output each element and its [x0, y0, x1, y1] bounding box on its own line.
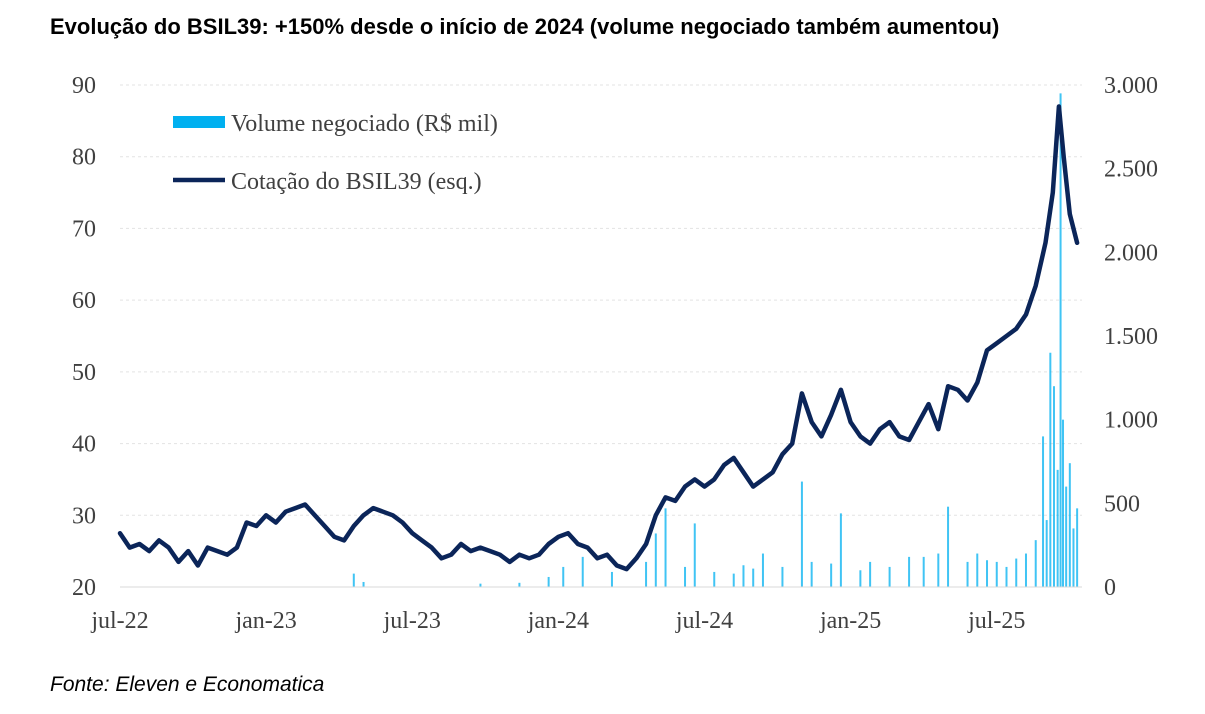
y-left-tick-label: 60 — [72, 288, 96, 314]
volume-bar — [937, 553, 940, 587]
x-tick-label: jul-22 — [90, 608, 148, 634]
y-right-tick-label: 1.000 — [1104, 408, 1158, 434]
volume-bar — [830, 563, 833, 587]
gridlines — [120, 84, 1082, 588]
volume-bar — [654, 533, 657, 587]
volume-bar — [742, 565, 745, 587]
x-tick-label: jul-23 — [383, 608, 441, 634]
volume-bar — [859, 570, 862, 587]
volume-bar — [1065, 486, 1068, 587]
volume-bar — [976, 553, 979, 587]
source-note: Fonte: Eleven e Economatica — [50, 673, 325, 696]
volume-bar — [1005, 566, 1008, 587]
legend-volume-swatch — [173, 116, 225, 128]
x-tick-label: jan-23 — [234, 608, 296, 634]
volume-bar — [479, 583, 482, 587]
price-line-group — [117, 104, 1080, 572]
volume-bar — [995, 561, 998, 587]
volume-bar — [1072, 528, 1075, 587]
volume-bar — [752, 568, 755, 587]
y-right-tick-label: 2.500 — [1104, 157, 1158, 183]
y-axis-right: 0 500 1.000 1.500 2.000 2.500 3.000 — [1104, 73, 1158, 601]
x-axis: jul-22 jan-23 jul-23 jan-24 jul-24 jan-25 jul-… — [90, 586, 1082, 634]
legend-price-label: Cotação do BSIL39 (esq.) — [231, 169, 482, 195]
volume-bar — [518, 582, 521, 587]
volume-bar — [732, 573, 735, 587]
volume-bar — [1024, 553, 1027, 587]
y-left-tick-label: 80 — [72, 145, 96, 171]
volume-bar — [800, 481, 803, 587]
price-line — [117, 104, 1080, 572]
x-tick-label: jul-25 — [967, 608, 1025, 634]
volume-bar — [645, 561, 648, 587]
y-right-tick-label: 0 — [1104, 575, 1116, 601]
volume-bar — [839, 513, 842, 587]
volume-bar — [1059, 93, 1062, 587]
y-right-tick-label: 500 — [1104, 491, 1140, 517]
volume-bar — [610, 571, 613, 587]
y-right-tick-label: 1.500 — [1104, 324, 1158, 350]
volume-bar — [922, 556, 925, 587]
legend-volume-label: Volume negociado (R$ mil) — [231, 111, 498, 137]
x-tick-label: jul-24 — [675, 608, 733, 634]
volume-bar — [1056, 469, 1059, 587]
volume-bar — [986, 560, 989, 587]
volume-bar — [1045, 520, 1048, 587]
volume-bar — [908, 556, 911, 587]
y-left-tick-label: 40 — [72, 432, 96, 458]
volume-bar — [810, 561, 813, 587]
volume-bar — [693, 523, 696, 587]
chart-title: Evolução do BSIL39: +150% desde o início… — [50, 14, 1000, 39]
volume-bar — [966, 561, 969, 587]
x-tick-label: jan-25 — [819, 608, 881, 634]
volume-bar — [713, 571, 716, 587]
volume-bar — [1068, 463, 1071, 587]
volume-bars — [352, 93, 1079, 587]
volume-bar — [352, 573, 355, 587]
volume-bar — [1049, 352, 1052, 587]
volume-bar — [781, 566, 784, 587]
volume-bar — [1076, 508, 1079, 587]
x-tick-label: jan-24 — [527, 608, 589, 634]
y-left-tick-label: 70 — [72, 216, 96, 242]
y-left-tick-label: 20 — [72, 575, 96, 601]
volume-bar — [1015, 558, 1018, 587]
volume-bar — [562, 566, 565, 587]
volume-bar — [581, 556, 584, 587]
volume-bar — [684, 566, 687, 587]
y-left-tick-label: 30 — [72, 503, 96, 529]
volume-bar — [888, 566, 891, 587]
y-left-tick-label: 50 — [72, 360, 96, 386]
legend: Volume negociado (R$ mil) Cotação do BSI… — [173, 111, 498, 195]
volume-bar — [947, 506, 950, 587]
y-right-tick-label: 3.000 — [1104, 73, 1158, 99]
y-axis-left: 20 30 40 50 60 70 80 90 — [72, 73, 96, 601]
volume-bar — [1062, 419, 1065, 587]
volume-bar — [664, 508, 667, 587]
volume-bar — [869, 561, 872, 587]
volume-bar — [761, 553, 764, 587]
volume-bar — [1052, 386, 1055, 587]
y-left-tick-label: 90 — [72, 73, 96, 99]
volume-bar — [547, 576, 550, 587]
volume-bar — [362, 581, 365, 587]
volume-bar — [1042, 436, 1045, 587]
y-right-tick-label: 2.000 — [1104, 240, 1158, 266]
volume-bar — [1034, 540, 1037, 587]
